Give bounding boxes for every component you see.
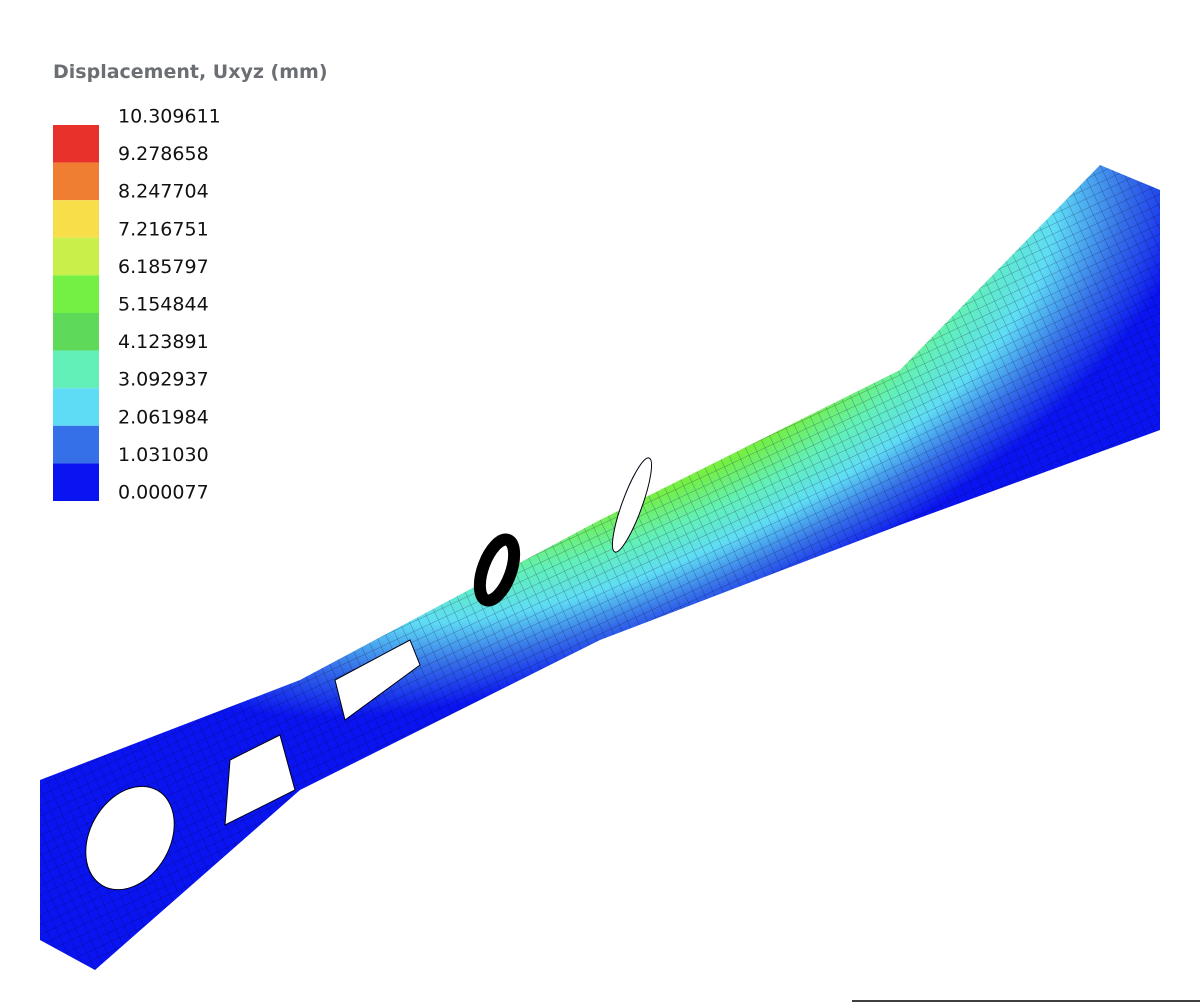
beam-mesh: [40, 165, 1160, 970]
legend-swatch: [53, 425, 99, 464]
legend-swatch: [53, 275, 99, 313]
hole: [85, 785, 175, 891]
legend-swatch: [53, 388, 99, 426]
legend-level: 8.247704: [118, 181, 209, 203]
legend-level: 0.000077: [118, 482, 209, 504]
legend-swatch: [53, 237, 99, 276]
hole: [224, 734, 296, 826]
legend-title: Displacement, Uxyz (mm): [53, 61, 328, 83]
hole: [334, 639, 421, 721]
legend-level: 3.092937: [118, 369, 209, 391]
legend-level: 5.154844: [118, 294, 209, 316]
legend-level: 2.061984: [118, 406, 209, 428]
legend-level: 10.309611: [118, 106, 221, 128]
hole: [611, 457, 653, 553]
legend-level: 6.185797: [118, 256, 209, 278]
beam: [40, 165, 1160, 970]
legend-swatch: [53, 162, 99, 201]
legend: 10.309611 9.278658 8.247704 7.216751 6.18579…: [53, 106, 221, 504]
legend-level: 1.031030: [118, 444, 209, 466]
legend-level: 7.216751: [118, 218, 209, 240]
hole: [473, 533, 521, 607]
legend-swatch: [53, 350, 99, 389]
legend-swatch: [53, 313, 99, 351]
legend-level: 9.278658: [118, 143, 209, 165]
legend-swatch: [53, 463, 99, 501]
legend-swatch: [53, 200, 99, 238]
legend-swatch: [53, 125, 99, 163]
legend-level: 4.123891: [118, 331, 209, 353]
